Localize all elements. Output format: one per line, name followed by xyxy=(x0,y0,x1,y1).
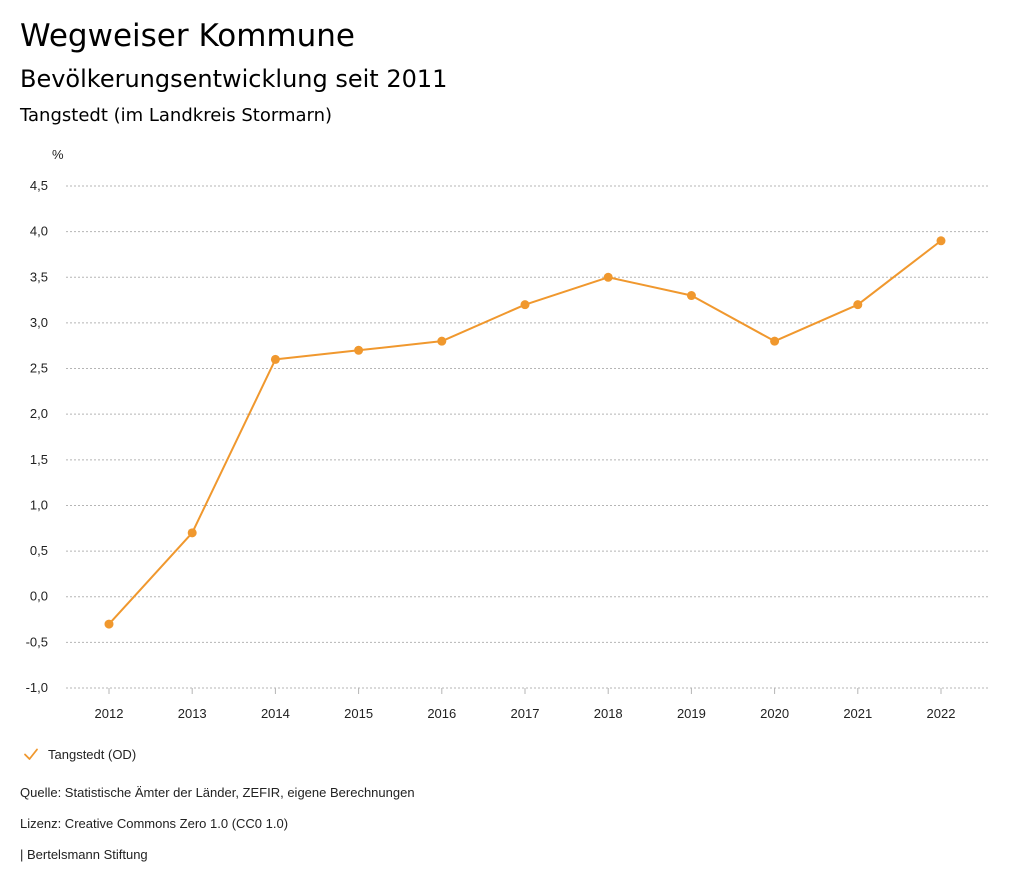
gridlines xyxy=(66,185,990,689)
y-tick-label: 0,0 xyxy=(30,589,48,604)
y-axis-unit-label: % xyxy=(52,147,64,162)
x-tick-label: 2015 xyxy=(344,706,373,721)
legend-label: Tangstedt (OD) xyxy=(48,746,137,762)
x-tick-label: 2016 xyxy=(427,706,456,721)
y-tick-label: 1,5 xyxy=(30,452,48,467)
line-chart: % -1,0 -0,5 0,0 0,5 1,0 1,5 2,0 2,5 3,0 3,5 4,0 4,5… xyxy=(26,147,990,721)
data-point[interactable] xyxy=(686,291,696,301)
data-point[interactable] xyxy=(853,300,863,310)
x-tick-label: 2017 xyxy=(511,706,540,721)
x-tick-label: 2022 xyxy=(927,706,956,721)
y-tick-label: 4,5 xyxy=(30,178,48,193)
data-point[interactable] xyxy=(104,619,114,629)
x-axis-ticks: 2012 2013 2014 2015 2016 2017 2018 2019 2020 2021… xyxy=(95,688,956,721)
x-tick-label: 2018 xyxy=(594,706,623,721)
series-line xyxy=(108,239,942,625)
y-tick-label: 2,5 xyxy=(30,361,48,376)
x-tick-label: 2021 xyxy=(843,706,872,721)
y-tick-label: 3,5 xyxy=(30,269,48,284)
legend-item-tangstedt[interactable]: Tangstedt (OD) xyxy=(22,744,136,764)
data-point[interactable] xyxy=(187,528,197,538)
data-point[interactable] xyxy=(354,345,364,355)
chart-title: Bevölkerungsentwicklung seit 2011 xyxy=(20,65,448,93)
x-tick-label: 2019 xyxy=(677,706,706,721)
publisher-note: | Bertelsmann Stiftung xyxy=(20,847,148,862)
x-tick-label: 2013 xyxy=(178,706,207,721)
y-tick-label: -0,5 xyxy=(26,634,48,649)
x-tick-label: 2014 xyxy=(261,706,290,721)
license-note: Lizenz: Creative Commons Zero 1.0 (CC0 1… xyxy=(20,816,289,831)
data-point[interactable] xyxy=(770,336,780,346)
source-note: Quelle: Statistische Ämter der Länder, Z… xyxy=(20,785,415,800)
y-tick-label: 4,0 xyxy=(30,224,48,239)
y-tick-label: 0,5 xyxy=(30,543,48,558)
y-tick-label: -1,0 xyxy=(26,680,48,695)
y-tick-label: 1,0 xyxy=(30,497,48,512)
data-point[interactable] xyxy=(520,300,530,310)
data-point[interactable] xyxy=(270,354,280,364)
check-icon xyxy=(24,748,38,760)
data-point[interactable] xyxy=(936,236,946,246)
y-tick-label: 2,0 xyxy=(30,406,48,421)
data-point[interactable] xyxy=(437,336,447,346)
page-title: Wegweiser Kommune xyxy=(20,18,355,54)
x-tick-label: 2012 xyxy=(95,706,124,721)
data-point[interactable] xyxy=(603,272,613,282)
y-tick-label: 3,0 xyxy=(30,315,48,330)
x-tick-label: 2020 xyxy=(760,706,789,721)
series-tangstedt xyxy=(104,236,946,629)
y-axis-ticks: -1,0 -0,5 0,0 0,5 1,0 1,5 2,0 2,5 3,0 3,5 4,0 4,5 xyxy=(26,178,48,695)
region-subtitle: Tangstedt (im Landkreis Stormarn) xyxy=(20,105,333,126)
